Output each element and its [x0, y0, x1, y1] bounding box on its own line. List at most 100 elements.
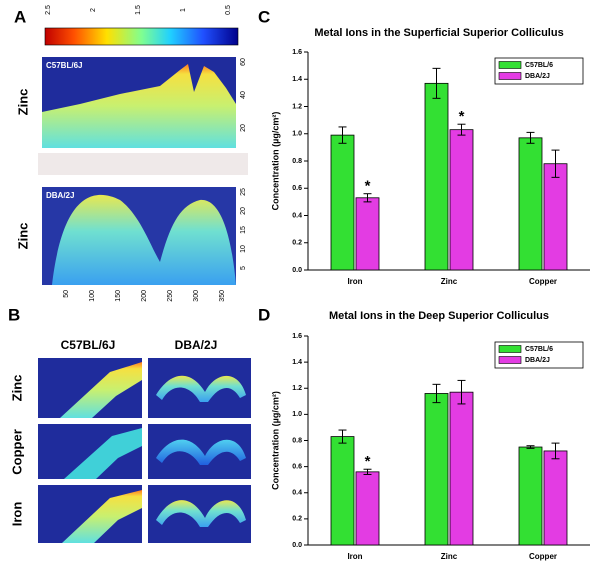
image-metal-label: Zinc — [15, 223, 30, 250]
colorbar-tick-label: 1.5 — [135, 5, 142, 15]
y-tick-label: 0.6 — [292, 185, 302, 192]
bar — [330, 436, 355, 546]
x-tick-label: Zinc — [441, 277, 458, 286]
legend-swatch — [498, 61, 522, 69]
image-x-tick-label: 200 — [141, 290, 148, 302]
panel-letter: C — [258, 7, 270, 26]
colorbar — [44, 27, 239, 46]
significance-marker: * — [365, 453, 371, 470]
image-y-tick-label: 5 — [240, 266, 247, 270]
y-tick-label: 1.4 — [292, 359, 302, 366]
image-y-tick-label: 15 — [240, 226, 247, 234]
legend-label: C57BL/6 — [525, 62, 553, 69]
bar — [355, 471, 380, 546]
image-x-tick-label: 100 — [89, 290, 96, 302]
image-y-tick-label: 20 — [240, 207, 247, 215]
significance-marker: * — [365, 178, 371, 195]
bar — [424, 393, 449, 546]
panel-letter: B — [8, 305, 20, 324]
y-axis-label: Concentration (µg/cm²) — [270, 391, 280, 490]
y-tick-label: 1.4 — [292, 76, 302, 83]
heatmap-tissue — [156, 500, 246, 527]
error-bar — [338, 126, 347, 144]
panel-letter: A — [14, 7, 26, 26]
image-strain-label: C57BL/6J — [46, 61, 82, 70]
y-tick-label: 0.2 — [292, 240, 302, 247]
bar — [543, 163, 568, 271]
colorbar-tick-label: 2.5 — [45, 5, 52, 15]
colorbar-tick-label: 2 — [90, 8, 97, 12]
heatmap-tissue — [156, 439, 246, 465]
y-axis-label: Concentration (µg/cm²) — [270, 112, 280, 211]
image-y-tick-label: 10 — [240, 245, 247, 253]
y-tick-label: 1.2 — [292, 103, 302, 110]
panel-letter: D — [258, 305, 270, 324]
separator-band — [38, 153, 248, 175]
significance-marker: * — [459, 108, 465, 125]
y-tick-label: 1.0 — [292, 411, 302, 418]
bar — [449, 391, 474, 546]
error-bar — [526, 445, 535, 449]
image-x-tick-label: 50 — [63, 290, 70, 298]
row-label: Iron — [9, 502, 24, 527]
y-tick-label: 1.6 — [292, 49, 302, 56]
error-bar — [457, 379, 466, 405]
heatmap-tissue — [60, 362, 142, 418]
heatmap-tissue — [156, 375, 246, 402]
image-y-tick-label: 20 — [240, 124, 247, 132]
bar — [330, 134, 355, 271]
error-bar — [363, 193, 372, 203]
y-tick-label: 0.8 — [292, 437, 302, 444]
error-bar — [457, 123, 466, 136]
x-tick-label: Iron — [347, 552, 362, 561]
y-tick-label: 0.4 — [292, 490, 302, 497]
image-y-tick-label: 60 — [240, 58, 247, 66]
row-label: Copper — [9, 429, 24, 475]
column-header: C57BL/6J — [61, 338, 116, 352]
bar — [449, 129, 474, 271]
y-tick-label: 0.0 — [292, 542, 302, 549]
image-x-tick-label: 250 — [167, 290, 174, 302]
legend-swatch — [498, 356, 522, 364]
image-y-tick-label: 40 — [240, 91, 247, 99]
chart-title: Metal Ions in the Superficial Superior C… — [314, 27, 563, 39]
colorbar-tick-label: 1 — [180, 8, 187, 12]
heatmap-tissue — [52, 194, 236, 285]
legend-swatch — [498, 72, 522, 80]
heatmap-tissue — [62, 490, 142, 543]
image-x-tick-label: 350 — [219, 290, 226, 302]
x-tick-label: Copper — [529, 552, 557, 561]
bar — [518, 446, 543, 546]
bar — [543, 450, 568, 546]
y-tick-label: 1.0 — [292, 131, 302, 138]
bar — [355, 197, 380, 271]
row-label: Zinc — [9, 375, 24, 402]
heatmap-tissue — [42, 64, 236, 148]
legend-label: C57BL/6 — [525, 346, 553, 353]
error-bar — [338, 429, 347, 444]
x-tick-label: Copper — [529, 277, 557, 286]
image-metal-label: Zinc — [15, 89, 30, 116]
error-bar — [551, 149, 560, 178]
image-x-tick-label: 150 — [115, 290, 122, 302]
image-grid — [38, 358, 251, 543]
x-tick-label: Iron — [347, 277, 362, 286]
chart-title: Metal Ions in the Deep Superior Collicul… — [329, 310, 549, 322]
image-strain-label: DBA/2J — [46, 191, 74, 200]
x-tick-label: Zinc — [441, 552, 458, 561]
legend-label: DBA/2J — [525, 357, 550, 364]
colorbar-tick-label: 0.5 — [225, 5, 232, 15]
error-bar — [432, 383, 441, 404]
error-bar — [432, 67, 441, 99]
error-bar — [526, 131, 535, 144]
y-tick-label: 1.6 — [292, 333, 302, 340]
y-tick-label: 0.2 — [292, 516, 302, 523]
y-tick-label: 1.2 — [292, 385, 302, 392]
y-tick-label: 0.6 — [292, 463, 302, 470]
y-tick-label: 0.4 — [292, 212, 302, 219]
legend-label: DBA/2J — [525, 73, 550, 80]
heatmap-tissue — [64, 428, 142, 479]
error-bar — [551, 442, 560, 460]
legend-swatch — [498, 345, 522, 353]
